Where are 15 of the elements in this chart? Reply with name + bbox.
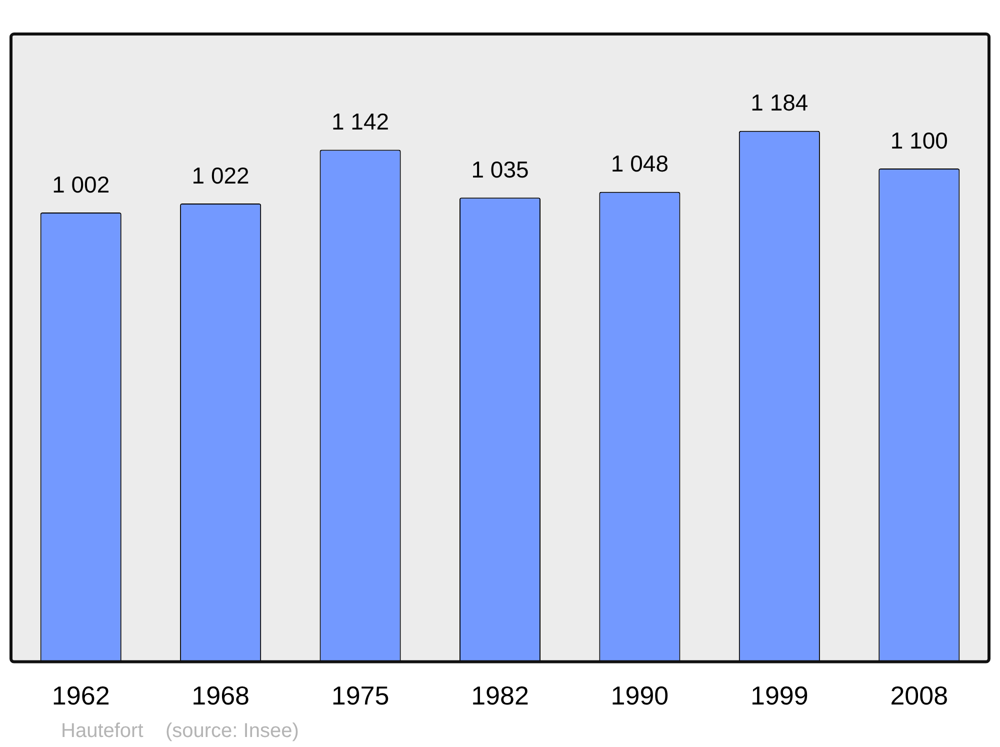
data-label: 1 100 [890, 127, 948, 154]
data-label: 1 002 [52, 171, 110, 198]
x-tick-label: 1968 [192, 680, 250, 711]
data-label: 1 035 [471, 156, 529, 183]
x-tick-label: 1999 [750, 680, 808, 711]
text: Hautefort (source: Insee) [61, 720, 299, 742]
x-tick-label: 2008 [890, 680, 948, 711]
x-tick-label: 1982 [471, 680, 529, 711]
x-tick-label: 1975 [331, 680, 390, 711]
data-label: 1 184 [750, 90, 808, 116]
data-label: 1 142 [332, 108, 390, 135]
x-tick-label: 1962 [52, 680, 110, 711]
x-tick-label: 1990 [610, 680, 669, 711]
data-label: 1 022 [192, 162, 250, 188]
data-label: 1 048 [610, 150, 668, 177]
